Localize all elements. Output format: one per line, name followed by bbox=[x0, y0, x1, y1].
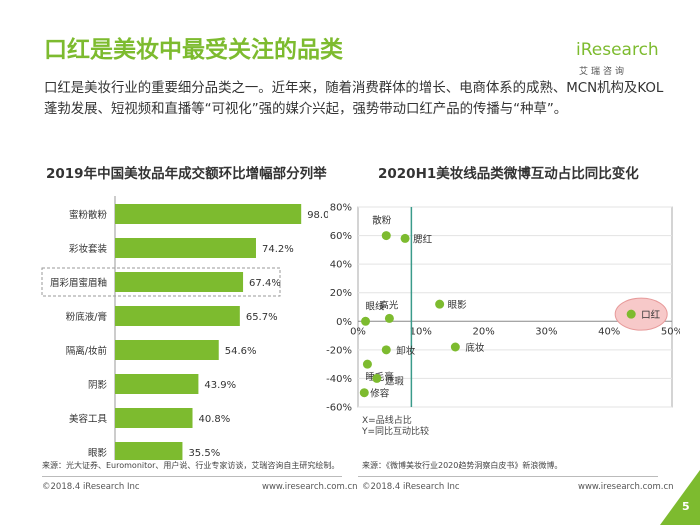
bar-value-label: 35.5% bbox=[188, 448, 220, 459]
website-right[interactable]: www.iresearch.com.cn bbox=[578, 482, 674, 492]
bar bbox=[115, 238, 256, 258]
y-tick-label: 40% bbox=[330, 260, 352, 271]
x-tick-label: 0% bbox=[350, 326, 366, 337]
y-tick-label: 80% bbox=[330, 203, 352, 214]
page-number: 5 bbox=[682, 500, 690, 513]
point-label: 卸妆 bbox=[396, 345, 416, 357]
bar bbox=[115, 204, 302, 224]
point-label: 眼影 bbox=[448, 300, 468, 311]
bar bbox=[115, 408, 193, 428]
logo-wordmark: iResearch bbox=[576, 40, 659, 60]
bar-category-label: 眼影 bbox=[88, 448, 108, 459]
scatter-point bbox=[450, 342, 460, 352]
logo-subtitle: 艾瑞咨询 bbox=[579, 67, 628, 77]
copyright-left: ©2018.4 iResearch Inc bbox=[42, 482, 140, 492]
source-note-right: 来源：《微博美妆行业2020趋势洞察白皮书》新浪微博。 bbox=[362, 461, 563, 470]
point-label: 口红 bbox=[641, 309, 661, 321]
scatter-point bbox=[359, 388, 369, 398]
point-label: 底妆 bbox=[465, 342, 485, 354]
footer-divider-left bbox=[42, 476, 342, 477]
bar-category-label: 粉底液/膏 bbox=[66, 311, 107, 323]
copyright-right: ©2018.4 iResearch Inc bbox=[362, 482, 460, 492]
footer-divider-right bbox=[358, 476, 658, 477]
bar-value-label: 98.0% bbox=[307, 210, 328, 221]
source-note-left: 来源：光大证券、Euromonitor、用户说、行业专家访谈，艾瑞咨询自主研究绘… bbox=[42, 461, 340, 470]
point-label: 高光 bbox=[379, 299, 399, 311]
scatter-point bbox=[435, 299, 445, 309]
bar-category-label: 彩妆套装 bbox=[69, 243, 108, 255]
bar-category-label: 隔离/妆前 bbox=[66, 345, 107, 357]
bar bbox=[115, 374, 199, 394]
y-tick-label: -40% bbox=[326, 374, 352, 385]
scatter-point bbox=[372, 373, 382, 383]
bar-category-label: 美容工具 bbox=[69, 413, 108, 425]
scatter-point bbox=[362, 359, 372, 369]
x-tick-label: 20% bbox=[472, 326, 494, 337]
axis-note: X=品线占比 bbox=[362, 414, 412, 426]
scatter-point bbox=[384, 313, 394, 323]
point-label: 遮瑕 bbox=[385, 375, 405, 387]
bar-chart-title: 2019年中国美妆品年成交额环比增幅部分列举 bbox=[46, 166, 327, 182]
page-corner-tab bbox=[660, 470, 700, 525]
bar-value-label: 54.6% bbox=[225, 346, 257, 357]
scatter-point bbox=[361, 316, 371, 326]
y-tick-label: 0% bbox=[336, 317, 352, 328]
scatter-point bbox=[400, 233, 410, 243]
x-tick-label: 10% bbox=[410, 326, 432, 337]
scatter-point bbox=[381, 345, 391, 355]
scatter-chart: 80% 60% 40% 20% 0% -20% -40% -60% 0% 10% 20% 30% 40%… bbox=[326, 203, 680, 438]
y-tick-label: 20% bbox=[330, 288, 352, 299]
intro-paragraph: 口红是美妆行业的重要细分品类之一。近年来，随着消费群体的增长、电商体系的成熟、M… bbox=[44, 81, 664, 117]
y-tick-label: -20% bbox=[326, 345, 352, 356]
highlight-ellipse bbox=[614, 297, 668, 331]
page-title: 口红是美妆中最受关注的品类 bbox=[44, 37, 343, 63]
axis-note: Y=同比互动比较 bbox=[361, 425, 429, 437]
bar bbox=[115, 306, 240, 326]
y-tick-label: -60% bbox=[326, 403, 352, 414]
iresearch-logo: iResearch 艾瑞咨询 bbox=[576, 40, 666, 85]
scatter-point bbox=[381, 231, 391, 241]
bar-category-label: 阴影 bbox=[88, 380, 108, 391]
bar-value-label: 65.7% bbox=[246, 312, 278, 323]
scatter-chart-title: 2020H1美妆线品类微博互动占比同比变化 bbox=[378, 166, 639, 182]
bar-value-label: 74.2% bbox=[262, 244, 294, 255]
point-label: 修容 bbox=[370, 388, 390, 400]
bar bbox=[115, 442, 183, 460]
x-tick-label: 40% bbox=[598, 326, 620, 337]
bar-chart: 蜜粉散粉 98.0% 彩妆套装 74.2% 眉彩眉蜜眉釉 67.4% 粉底液/膏 65.7% 隔… bbox=[41, 196, 328, 460]
bar-value-label: 67.4% bbox=[249, 278, 281, 289]
x-tick-label: 50% bbox=[661, 326, 680, 337]
bar bbox=[115, 272, 244, 292]
point-label: 腮红 bbox=[413, 233, 433, 245]
highlight-box bbox=[41, 267, 281, 297]
bar-value-label: 43.9% bbox=[204, 380, 236, 391]
point-label: 散粉 bbox=[372, 215, 392, 227]
website-left[interactable]: www.iresearch.com.cn bbox=[262, 482, 358, 492]
point-label: 眼线 bbox=[366, 300, 386, 312]
y-tick-label: 60% bbox=[330, 231, 352, 242]
bar-value-label: 40.8% bbox=[199, 414, 231, 425]
bar-category-label: 蜜粉散粉 bbox=[69, 209, 108, 221]
scatter-point bbox=[626, 309, 636, 319]
bar-category-label: 眉彩眉蜜眉釉 bbox=[50, 277, 107, 289]
x-tick-label: 30% bbox=[535, 326, 557, 337]
bar bbox=[115, 340, 219, 360]
